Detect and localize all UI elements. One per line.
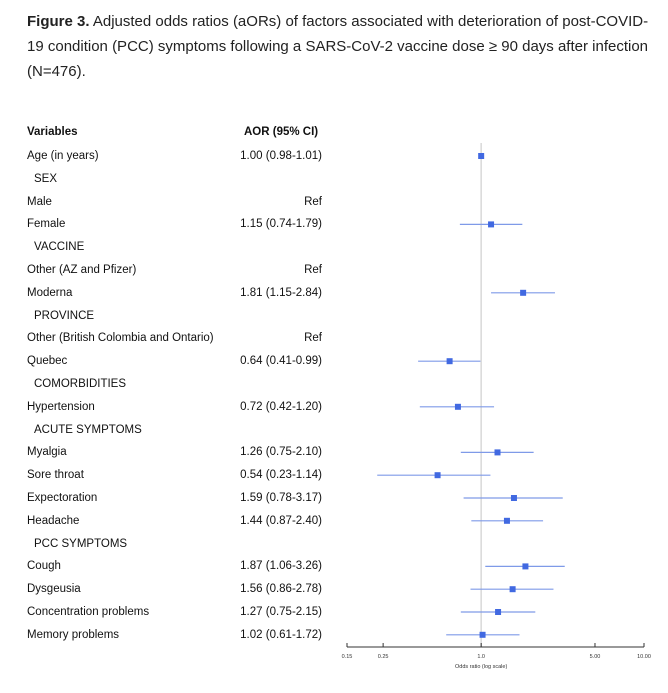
aor-value: 1.00 (0.98-1.01) (240, 150, 322, 162)
row-label: Dysgeusia (27, 583, 81, 596)
section-header: VACCINE (34, 241, 85, 254)
point-estimate (494, 449, 501, 456)
row-label: Other (AZ and Pfizer) (27, 264, 137, 276)
point-estimate (479, 631, 486, 638)
figure-caption: Figure 3. Adjusted odds ratios (aORs) of… (27, 9, 657, 84)
row-label: Headache (27, 514, 80, 527)
section-header: SEX (34, 172, 58, 185)
aor-value: 1.27 (0.75-2.15) (240, 606, 322, 618)
section-header: PCC SYMPTOMS (34, 537, 128, 550)
aor-header: AOR (95% CI) (244, 126, 319, 138)
x-tick-label: 0.25 (378, 654, 389, 660)
section-header: COMORBIDITIES (34, 378, 127, 390)
row-label: Concentration problems (27, 606, 150, 618)
row-label: Expectoration (27, 492, 98, 504)
row-label: Memory problems (27, 628, 120, 641)
section-header: ACUTE SYMPTOMS (34, 423, 142, 436)
point-estimate (510, 495, 517, 501)
aor-value: Ref (304, 195, 322, 208)
row-label: Cough (27, 560, 61, 573)
aor-value: 1.87 (1.06-3.26) (240, 560, 322, 573)
row-label: Hypertension (27, 400, 95, 413)
x-tick-label: 1.0 (477, 654, 485, 660)
point-estimate (495, 609, 502, 615)
point-estimate (454, 403, 461, 410)
row-label: Moderna (27, 286, 73, 299)
section-header: PROVINCE (34, 309, 95, 322)
aor-value: 0.54 (0.23-1.14) (240, 469, 322, 482)
aor-value: 1.26 (0.75-2.10) (240, 446, 322, 459)
aor-value: Ref (304, 332, 322, 345)
x-tick-label: 10.00 (637, 654, 651, 660)
point-estimate (446, 358, 453, 365)
row-label: Myalgia (27, 446, 67, 459)
x-tick-label: 0.15 (342, 654, 353, 660)
aor-value: 1.59 (0.78-3.17) (240, 492, 322, 504)
caption-label: Figure 3. (27, 13, 90, 30)
variables-header: Variables (27, 126, 78, 138)
point-estimate (522, 563, 529, 570)
row-label: Female (27, 218, 66, 231)
point-estimate (503, 517, 510, 524)
caption-text: Adjusted odds ratios (aORs) of factors a… (27, 13, 649, 80)
aor-value: 1.02 (0.61-1.72) (240, 628, 322, 641)
row-label: Sore throat (27, 469, 84, 482)
aor-value: Ref (304, 264, 322, 276)
row-label: Male (27, 195, 52, 208)
point-estimate (434, 472, 441, 479)
aor-value: 1.81 (1.15-2.84) (240, 286, 322, 299)
aor-value: 0.64 (0.41-0.99) (240, 355, 322, 368)
aor-value: 1.44 (0.87-2.40) (240, 514, 322, 527)
x-axis-label: Odds ratio (log scale) (455, 664, 507, 670)
x-tick-label: 5.00 (590, 654, 601, 660)
row-label: Age (in years) (27, 150, 99, 162)
point-estimate (520, 289, 527, 296)
point-estimate (488, 221, 495, 228)
row-label: Other (British Colombia and Ontario) (27, 332, 214, 345)
aor-value: 1.15 (0.74-1.79) (240, 218, 322, 231)
row-label: Quebec (27, 355, 68, 368)
aor-value: 1.56 (0.86-2.78) (240, 583, 322, 596)
aor-value: 0.72 (0.42-1.20) (240, 400, 322, 413)
point-estimate (509, 586, 516, 593)
point-estimate (478, 153, 485, 159)
